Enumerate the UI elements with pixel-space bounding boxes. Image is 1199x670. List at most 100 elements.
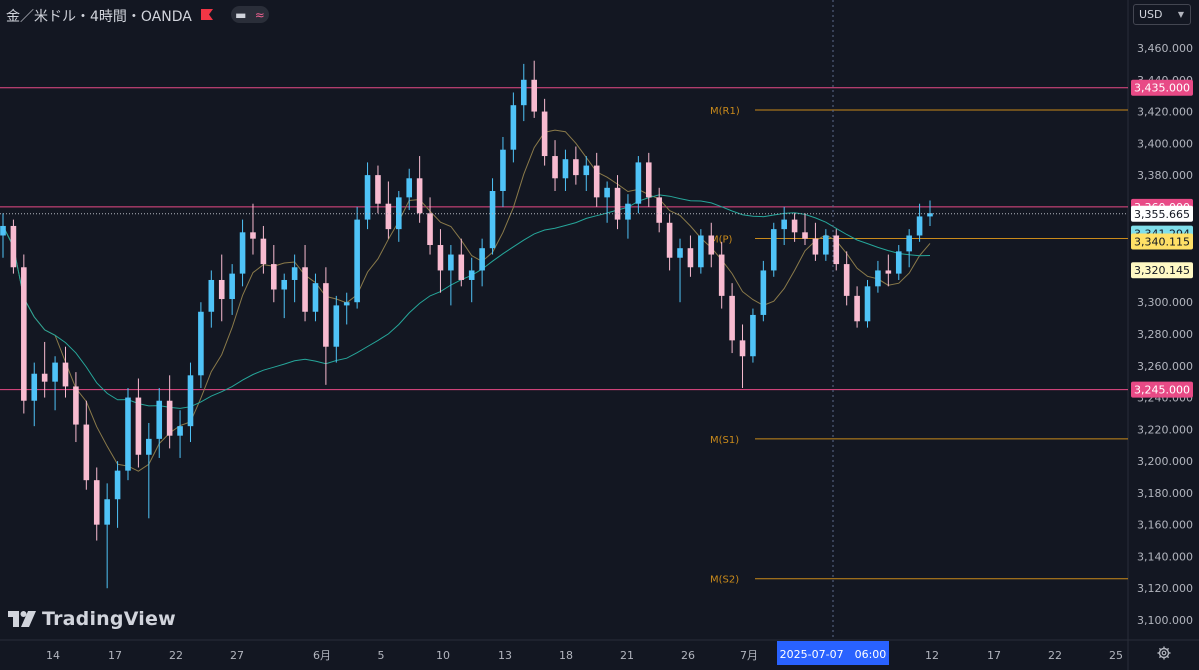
pivot-label: M(R1)	[710, 106, 740, 117]
candle-body	[198, 311, 204, 376]
candle-body	[562, 159, 569, 179]
candle-body	[104, 499, 110, 525]
flag-icon[interactable]	[201, 9, 213, 20]
candle-body	[31, 373, 38, 401]
tradingview-logo: TradingView	[8, 608, 176, 630]
candle-body	[708, 235, 715, 255]
candle-body	[666, 222, 673, 258]
price-tick-label: 3,140.000	[1137, 550, 1193, 563]
candle-body	[593, 165, 600, 198]
price-badges: 3,435.0003,360.0003,245.0003,355.6653,34…	[1131, 79, 1193, 398]
candle-body	[687, 248, 694, 268]
candle-body	[729, 295, 735, 341]
price-tick-label: 3,420.000	[1137, 106, 1193, 119]
time-tick-label: 10	[436, 649, 450, 662]
candle-body	[927, 213, 933, 217]
time-axis[interactable]: 14 17 22 27 6月 5 10 13 18 21 26 7月 12 17 22 25 2025-07-0…	[46, 641, 1123, 665]
price-badge-last-bg	[1131, 205, 1193, 222]
candle-body	[375, 175, 381, 204]
gear-icon[interactable]	[1157, 646, 1171, 660]
price-badge-last: 3,355.665	[1134, 208, 1190, 221]
candle-body	[843, 264, 850, 296]
crosshair-time-label: 2025-07-07 06:00	[780, 648, 887, 661]
currency-selector[interactable]: USD ▼	[1133, 4, 1191, 25]
candle-body	[625, 203, 631, 220]
candle-body	[750, 314, 756, 357]
candle-body	[552, 156, 558, 179]
candle-body	[906, 235, 912, 252]
time-tick-label: 7月	[740, 649, 758, 662]
candle-body	[114, 470, 121, 500]
pivot-label: M(S2)	[710, 575, 739, 586]
time-tick-label: 13	[498, 649, 512, 662]
candle-body	[916, 216, 923, 236]
candle-body	[833, 235, 840, 265]
candle-body	[271, 264, 277, 290]
candle-body	[302, 267, 308, 312]
candle-body	[343, 302, 350, 306]
candle-body	[854, 295, 860, 322]
candle-body	[583, 165, 590, 176]
candle-body	[260, 238, 267, 265]
time-tick-label: 25	[1109, 649, 1123, 662]
candle-body	[187, 375, 194, 427]
minus-icon: ▬	[235, 7, 247, 22]
candle-body	[177, 426, 183, 436]
candle-body	[250, 232, 256, 239]
candle-body	[510, 105, 517, 150]
candle-body	[437, 245, 444, 271]
candle-body	[166, 400, 173, 436]
crosshair-time-badge	[777, 641, 889, 665]
time-tick-label: 14	[46, 649, 60, 662]
candle-body	[604, 187, 610, 198]
candle-body	[21, 267, 27, 401]
wave-icon: ≈	[254, 7, 265, 22]
candle-body	[458, 254, 465, 280]
currency-label: USD	[1139, 8, 1163, 21]
candle-body	[802, 232, 808, 239]
candle-body	[156, 400, 163, 439]
candle-body	[781, 219, 787, 230]
indicator-toggle[interactable]: ▬ ≈	[231, 6, 269, 23]
time-tick-label: 17	[108, 649, 122, 662]
tradingview-logo-text: TradingView	[42, 608, 176, 630]
candle-body	[333, 305, 340, 347]
candle-body	[760, 270, 767, 315]
pivot-label: M(S1)	[710, 435, 739, 446]
candle-body	[208, 279, 215, 312]
time-tick-label: 18	[559, 649, 573, 662]
candle-body	[573, 159, 579, 176]
time-tick-label: 22	[1048, 649, 1062, 662]
candle-body	[864, 286, 871, 322]
price-tick-label: 3,300.000	[1137, 296, 1193, 309]
candle-body	[520, 79, 527, 106]
candle-body	[635, 162, 642, 204]
candle-body	[489, 191, 496, 249]
candle-body	[614, 187, 621, 220]
time-tick-label: 6月	[313, 649, 331, 662]
price-tick-label: 3,180.000	[1137, 487, 1193, 500]
price-tick-label: 3,100.000	[1137, 614, 1193, 627]
candle-body	[718, 254, 725, 296]
candle-body	[0, 225, 6, 236]
price-badge-ma_fast: 3,320.145	[1134, 264, 1190, 277]
level-badge: 3,435.000	[1134, 82, 1190, 95]
symbol-title[interactable]: 金／米ドル・4時間・OANDA	[6, 9, 192, 25]
candle-body	[645, 162, 652, 198]
candle-body	[448, 254, 454, 271]
candle-body	[125, 397, 131, 471]
level-badge-bg	[1131, 79, 1193, 96]
price-tick-label: 3,220.000	[1137, 423, 1193, 436]
candle-body	[41, 373, 48, 382]
candle-body	[541, 111, 548, 157]
candle-body	[385, 203, 392, 230]
candle-body	[500, 149, 506, 191]
candle-body	[62, 362, 69, 387]
candle-body	[885, 270, 892, 274]
price-tick-label: 3,380.000	[1137, 169, 1193, 182]
candle-body	[52, 362, 58, 382]
price-tick-label: 3,160.000	[1137, 519, 1193, 532]
candle-body	[218, 279, 225, 300]
candle-body	[791, 219, 798, 233]
